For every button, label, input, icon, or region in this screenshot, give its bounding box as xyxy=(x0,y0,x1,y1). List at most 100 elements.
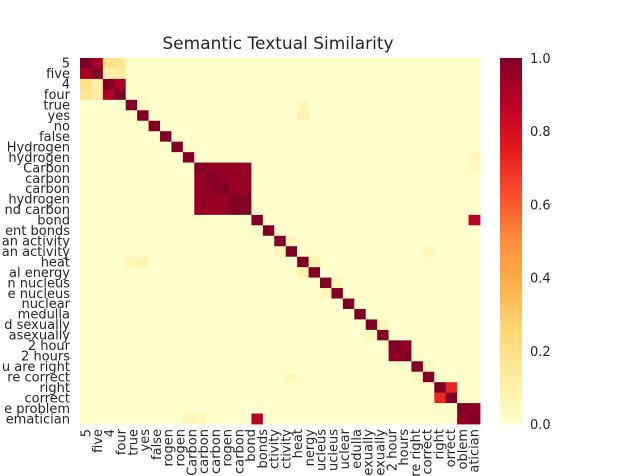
heatmap-cell xyxy=(114,403,127,414)
heatmap-cell xyxy=(354,267,367,278)
heatmap-cell xyxy=(251,225,264,237)
heatmap-cell xyxy=(411,277,424,289)
heatmap-cell xyxy=(217,120,229,132)
heatmap-cell xyxy=(205,403,218,414)
heatmap-cell xyxy=(354,340,367,352)
heatmap-cell xyxy=(434,131,447,143)
heatmap-cell xyxy=(80,329,92,341)
heatmap-cell xyxy=(411,319,424,331)
heatmap-cell xyxy=(102,235,115,247)
heatmap-cell xyxy=(377,141,389,153)
heatmap-cell xyxy=(182,214,195,226)
heatmap-cell xyxy=(114,162,127,174)
heatmap-cell xyxy=(468,214,481,226)
heatmap-cell xyxy=(297,288,309,299)
heatmap-cell xyxy=(240,256,252,268)
heatmap-cell xyxy=(102,152,115,163)
heatmap-cell xyxy=(194,319,207,331)
heatmap-cell xyxy=(400,403,412,414)
heatmap-cell xyxy=(320,214,332,226)
heatmap-cell xyxy=(411,78,424,90)
heatmap-cell xyxy=(274,277,287,289)
heatmap-cell xyxy=(320,288,332,299)
heatmap-cell xyxy=(274,110,287,122)
heatmap-cell xyxy=(285,110,298,122)
heatmap-cell xyxy=(297,78,309,90)
heatmap-cell xyxy=(457,382,469,394)
heatmap-cell xyxy=(205,152,218,163)
heatmap-cell xyxy=(297,131,309,143)
heatmap-cell xyxy=(251,340,264,352)
heatmap-cell xyxy=(91,131,104,143)
heatmap-cell xyxy=(205,162,218,174)
heatmap-cell xyxy=(377,225,389,237)
heatmap-cell xyxy=(205,308,218,320)
heatmap-cell xyxy=(228,110,241,122)
heatmap-cell xyxy=(457,361,469,373)
heatmap-cell xyxy=(125,392,138,404)
heatmap-cell xyxy=(388,256,401,268)
heatmap-cell xyxy=(468,288,481,299)
heatmap-cell xyxy=(194,89,207,101)
heatmap-cell xyxy=(400,204,412,216)
heatmap-cell xyxy=(80,256,92,268)
heatmap-cell xyxy=(160,68,172,80)
y-tick-label: four xyxy=(44,88,71,103)
heatmap-cell xyxy=(91,308,104,320)
heatmap-cell xyxy=(114,361,127,373)
heatmap-cell xyxy=(171,235,184,247)
heatmap-cell xyxy=(377,110,389,122)
heatmap-cell xyxy=(274,235,287,247)
heatmap-cell xyxy=(297,162,309,174)
heatmap-cell xyxy=(160,225,172,237)
heatmap-cell xyxy=(411,298,424,310)
heatmap-cell xyxy=(80,89,92,101)
heatmap-cell xyxy=(331,120,344,132)
heatmap-cell xyxy=(365,235,378,247)
heatmap-cell xyxy=(342,214,355,226)
heatmap-cell xyxy=(468,193,481,205)
heatmap-cell xyxy=(160,329,172,341)
heatmap-cell xyxy=(91,58,104,69)
heatmap-cell xyxy=(388,308,401,320)
heatmap-cell xyxy=(434,413,447,425)
heatmap-cell xyxy=(331,110,344,122)
heatmap-cell xyxy=(468,319,481,331)
heatmap-cell xyxy=(411,361,424,373)
heatmap-cell xyxy=(240,162,252,174)
heatmap-cell xyxy=(114,120,127,132)
heatmap-cell xyxy=(468,173,481,184)
heatmap-cell xyxy=(434,256,447,268)
heatmap-cell xyxy=(125,110,138,122)
heatmap-cell xyxy=(102,361,115,373)
heatmap-cell xyxy=(285,403,298,414)
x-tick-label: Carbon xyxy=(185,429,200,476)
heatmap-cell xyxy=(160,267,172,278)
heatmap-cell xyxy=(274,214,287,226)
x-tick-label: yes xyxy=(138,429,153,452)
heatmap-cell xyxy=(91,162,104,174)
heatmap-cell xyxy=(102,298,115,310)
heatmap-cell xyxy=(445,288,458,299)
heatmap-cell xyxy=(365,131,378,143)
heatmap-cell xyxy=(228,193,241,205)
heatmap-cell xyxy=(445,413,458,425)
heatmap-cell xyxy=(80,225,92,237)
heatmap-cell xyxy=(434,58,447,69)
heatmap-cell xyxy=(434,392,447,404)
heatmap-cell xyxy=(148,340,161,352)
heatmap-cell xyxy=(148,329,161,341)
heatmap-cell xyxy=(422,78,435,90)
heatmap-cell xyxy=(228,120,241,132)
heatmap-cell xyxy=(91,173,104,184)
heatmap-cell xyxy=(80,319,92,331)
heatmap-cell xyxy=(171,350,184,362)
x-tick-label: true xyxy=(126,429,141,456)
heatmap-cell xyxy=(365,288,378,299)
heatmap-cell xyxy=(148,152,161,163)
heatmap-cell xyxy=(377,413,389,425)
heatmap-cell xyxy=(377,78,389,90)
heatmap-cell xyxy=(262,193,275,205)
heatmap-cell xyxy=(297,152,309,163)
heatmap-cell xyxy=(262,235,275,247)
